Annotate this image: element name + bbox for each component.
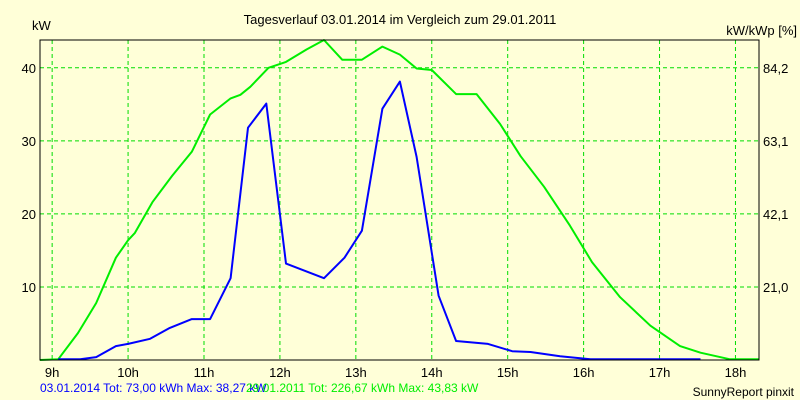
x-tick-label: 9h <box>45 365 59 380</box>
x-tick-label: 13h <box>345 365 367 380</box>
y-tick-label: 10 <box>22 280 36 295</box>
x-tick-label: 17h <box>649 365 671 380</box>
y-tick-label: 40 <box>22 61 36 76</box>
y-right-tick-label: 63,1 <box>763 134 788 149</box>
x-tick-label: 11h <box>194 365 215 380</box>
y-right-tick-label: 84,2 <box>763 61 788 76</box>
x-tick-label: 16h <box>573 365 595 380</box>
x-tick-label: 18h <box>725 365 747 380</box>
x-tick-label: 10h <box>117 365 139 380</box>
legend-series-1: 03.01.2014 Tot: 73,00 kWh Max: 38,27 kW <box>40 381 267 395</box>
y-axis-label-left: kW <box>32 18 52 33</box>
y-axis-label-right: kW/kWp [%] <box>726 23 797 38</box>
y-right-tick-label: 42,1 <box>763 207 788 222</box>
y-tick-label: 20 <box>22 207 36 222</box>
chart-title: Tagesverlauf 03.01.2014 im Vergleich zum… <box>244 12 557 27</box>
x-tick-label: 12h <box>269 365 291 380</box>
y-tick-label: 30 <box>22 134 36 149</box>
y-right-tick-label: 21,0 <box>763 280 788 295</box>
credit-text: SunnyReport pinxit <box>692 385 794 399</box>
x-tick-label: 14h <box>421 365 443 380</box>
legend-series-2: 29.01.2011 Tot: 226,67 kWh Max: 43,83 kW <box>246 381 479 395</box>
plot-frame <box>39 39 760 361</box>
series-line-03.01.2014 <box>58 80 701 361</box>
x-tick-label: 15h <box>497 365 519 380</box>
series-line-29.01.2011 <box>39 39 759 361</box>
